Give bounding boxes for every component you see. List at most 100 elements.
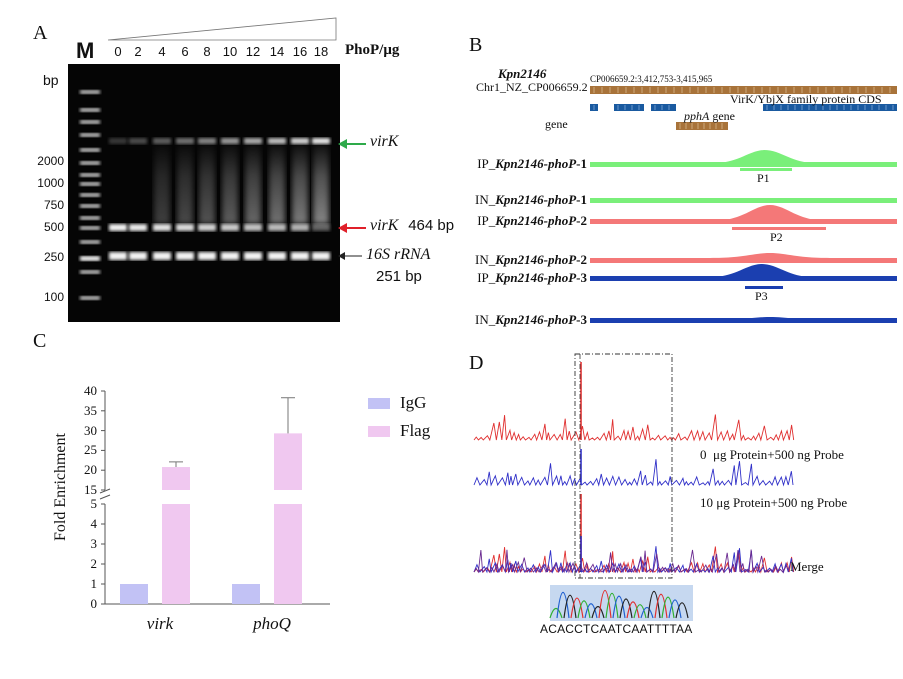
lane-label-10: 10 [222,44,238,59]
virk-green-arrow [338,139,366,149]
label-0ug: 0 μg Protein+500 ng Probe [700,447,844,462]
virk-shift-name: virK [370,217,399,234]
ladder-band [80,204,100,208]
bar-Flag-virk [162,504,190,604]
sequence-peak [605,593,619,619]
bar-Flag-phoQ-upper [274,433,302,490]
bar-IgG-phoQ [232,584,260,604]
track-label: IN_Kpn2146-phoP-1 [412,192,587,208]
track-suffix: -3 [576,270,587,285]
16s-black-arrow [338,252,362,260]
y-axis-label: Fold Enrichment [52,433,69,541]
lane-label-16: 16 [292,44,308,59]
marker-label-500: 500 [43,220,64,234]
coords-label: CP006659.2:3,412,753-3,415,965 [590,74,713,84]
sequence-peak [556,592,570,619]
track-signal [590,150,897,167]
track-prefix: IN_ [475,252,496,267]
virk-band [291,224,309,231]
virk-band [268,224,286,231]
virk-band [312,224,330,231]
marker-label-2000: 2000 [37,154,64,168]
virk-band [244,224,262,231]
virk-band [109,224,127,231]
bp-label: bp [43,72,59,88]
peak-bar-P2 [732,227,826,230]
sequence-peak [668,599,682,619]
gel-well [176,138,194,144]
ppha-gene-bar [676,122,728,130]
track-prefix: IN_ [475,192,496,207]
y-tick-label-20: 20 [84,462,97,478]
sequence-peak [633,604,647,619]
label-merge: Merge [790,559,824,574]
virk-shift-bp: 464 bp [408,217,455,234]
track-base [590,198,897,203]
sequence-peak [591,606,605,619]
virk-band [221,224,239,231]
virk-band [198,224,216,231]
sequence-peak [563,594,577,619]
y-tick-label-5: 5 [90,496,98,511]
gel-well [268,138,286,144]
track-name: Kpn2146-phoP [495,252,577,267]
marker-lane-label: M [76,38,95,63]
track-suffix: -1 [576,156,587,171]
sequence-peak [570,597,584,619]
track-signal [590,205,897,224]
sequence-peak [640,606,654,619]
lane-label-0: 0 [114,44,122,59]
y-tick-label-3: 3 [90,536,98,551]
16s-bp: 251 bp [376,268,422,285]
ladder-band [80,270,100,274]
track-label: IN_Kpn2146-phoP-3 [412,312,587,328]
legend-swatch-Flag [368,426,390,437]
gel-smear [269,144,285,224]
chromosome-name: Chr1_NZ_CP006659.2 [476,80,588,94]
16s-band [129,252,147,260]
ladder-band [80,120,100,124]
marker-label-750: 750 [43,198,64,212]
16s-band [268,252,286,260]
gel-well [312,138,330,144]
track-prefix: IN_ [475,312,496,327]
lane-label-12: 12 [245,44,261,59]
y-tick-label-15: 15 [84,482,97,497]
merge-trace-blue [473,546,794,574]
track-label: IP_Kpn2146-phoP-3 [412,270,587,286]
axis-break-mark [99,488,111,494]
footprint-box [574,353,673,579]
track-base [590,276,897,281]
protein-gradient-wedge [107,17,337,41]
ppha-gene-suffix: gene [709,109,735,123]
marker-label-1000: 1000 [37,176,64,190]
gel-well [129,138,147,144]
y-tick-label-2: 2 [90,556,98,571]
sequence-peak [577,600,591,619]
track-name: Kpn2146-phoP [495,156,577,171]
blue-trace [473,459,794,487]
virk-band [153,224,171,231]
strain-name: Kpn2146 [498,66,547,81]
virk-shift-annotation: virK 464 bp [370,217,454,235]
bar-Flag-phoQ [274,504,302,604]
cds-label: VirK/YbjX family protein CDS [730,92,882,106]
lane-label-6: 6 [181,44,189,59]
chromosome-bar [590,86,897,94]
y-tick-label-4: 4 [90,516,98,531]
track-name: Kpn2146-phoP [495,192,577,207]
sequence-text: ACACCTCAATCAATTTTAA [540,622,693,636]
ladder-band [80,148,100,152]
marker-label-250: 250 [43,250,64,264]
ladder-band [80,216,100,220]
lane-label-18: 18 [313,44,329,59]
legend-swatch-IgG [368,398,390,409]
phop-unit-label: PhoP/μg [345,42,400,58]
sequence-peak [584,603,598,619]
track-suffix: -2 [576,252,587,267]
ladder-band [80,90,100,94]
track-name: Kpn2146-phoP [495,270,577,285]
gel-well [198,138,216,144]
panel-a-letter: A [33,22,48,44]
virk-red-arrow [338,223,366,233]
